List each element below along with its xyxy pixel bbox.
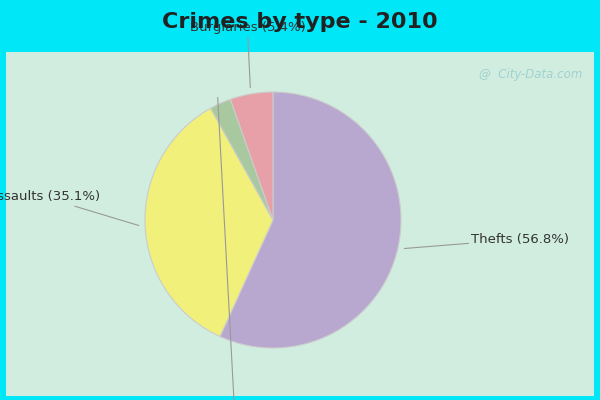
Text: Crimes by type - 2010: Crimes by type - 2010 (162, 12, 438, 32)
Text: @  City-Data.com: @ City-Data.com (479, 68, 582, 81)
Wedge shape (211, 99, 273, 220)
Wedge shape (230, 92, 273, 220)
Wedge shape (220, 92, 401, 348)
Text: Burglaries (5.4%): Burglaries (5.4%) (190, 21, 305, 88)
Text: Assaults (35.1%): Assaults (35.1%) (0, 190, 139, 226)
Wedge shape (145, 108, 273, 336)
Text: Auto thefts (2.7%): Auto thefts (2.7%) (173, 98, 296, 400)
Text: Thefts (56.8%): Thefts (56.8%) (404, 233, 569, 248)
